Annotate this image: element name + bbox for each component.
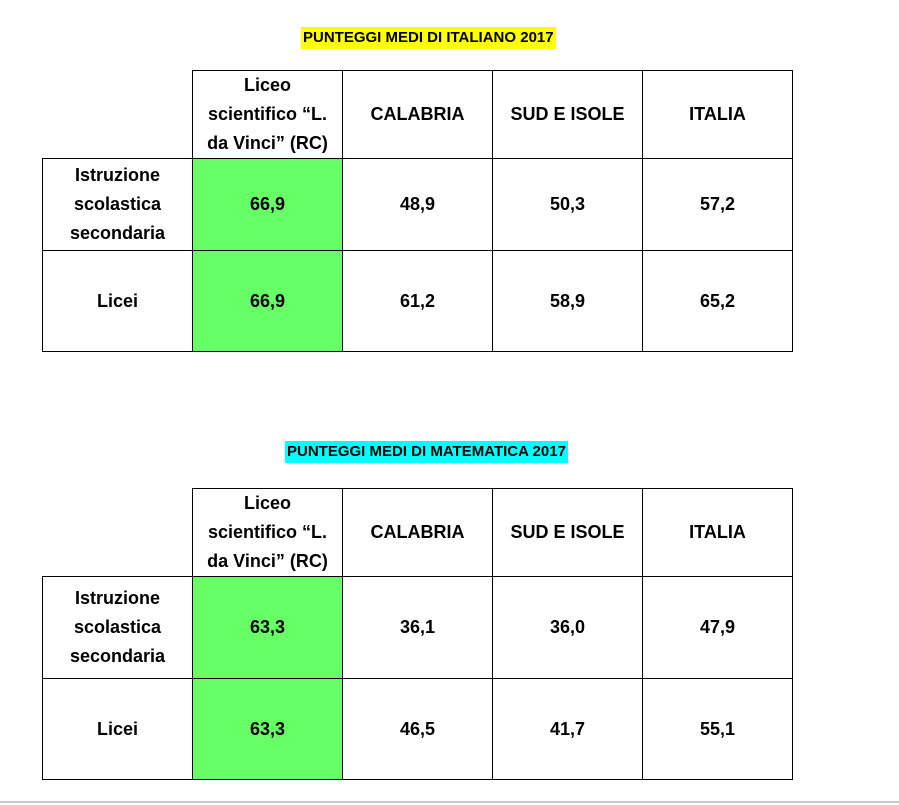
row-label: Istruzione scolastica secondaria (42, 158, 193, 251)
table-corner-cell (42, 70, 193, 159)
italiano-scores-table: Liceo scientifico “L. da Vinci” (RC) CAL… (42, 70, 793, 352)
score-cell-italia: 57,2 (642, 158, 793, 251)
table-row: Licei 63,3 46,5 41,7 55,1 (42, 678, 793, 780)
column-header-italia: ITALIA (642, 488, 793, 577)
row-label: Licei (42, 250, 193, 352)
score-cell-italia: 55,1 (642, 678, 793, 780)
row-label: Licei (42, 678, 193, 780)
italiano-title: PUNTEGGI MEDI DI ITALIANO 2017 (301, 27, 556, 49)
score-cell-sud-e-isole: 50,3 (492, 158, 643, 251)
column-header-school: Liceo scientifico “L. da Vinci” (RC) (192, 488, 343, 577)
score-cell-sud-e-isole: 58,9 (492, 250, 643, 352)
matematica-title: PUNTEGGI MEDI DI MATEMATICA 2017 (285, 441, 568, 463)
table-row: Istruzione scolastica secondaria 66,9 48… (42, 158, 793, 251)
bottom-divider (0, 801, 899, 803)
column-header-italia: ITALIA (642, 70, 793, 159)
table-header-row: Liceo scientifico “L. da Vinci” (RC) CAL… (42, 488, 793, 577)
table-header-row: Liceo scientifico “L. da Vinci” (RC) CAL… (42, 70, 793, 159)
column-header-sud-e-isole: SUD E ISOLE (492, 70, 643, 159)
score-cell-sud-e-isole: 36,0 (492, 576, 643, 679)
row-label: Istruzione scolastica secondaria (42, 576, 193, 679)
score-cell-school: 63,3 (192, 576, 343, 679)
table-corner-cell (42, 488, 193, 577)
score-cell-calabria: 36,1 (342, 576, 493, 679)
column-header-calabria: CALABRIA (342, 70, 493, 159)
score-cell-sud-e-isole: 41,7 (492, 678, 643, 780)
matematica-scores-table: Liceo scientifico “L. da Vinci” (RC) CAL… (42, 488, 793, 780)
score-cell-italia: 47,9 (642, 576, 793, 679)
score-cell-school: 63,3 (192, 678, 343, 780)
table-row: Licei 66,9 61,2 58,9 65,2 (42, 250, 793, 352)
score-cell-calabria: 48,9 (342, 158, 493, 251)
score-cell-calabria: 61,2 (342, 250, 493, 352)
column-header-sud-e-isole: SUD E ISOLE (492, 488, 643, 577)
column-header-school: Liceo scientifico “L. da Vinci” (RC) (192, 70, 343, 159)
score-cell-school: 66,9 (192, 158, 343, 251)
score-cell-calabria: 46,5 (342, 678, 493, 780)
score-cell-school: 66,9 (192, 250, 343, 352)
score-cell-italia: 65,2 (642, 250, 793, 352)
table-row: Istruzione scolastica secondaria 63,3 36… (42, 576, 793, 679)
column-header-calabria: CALABRIA (342, 488, 493, 577)
